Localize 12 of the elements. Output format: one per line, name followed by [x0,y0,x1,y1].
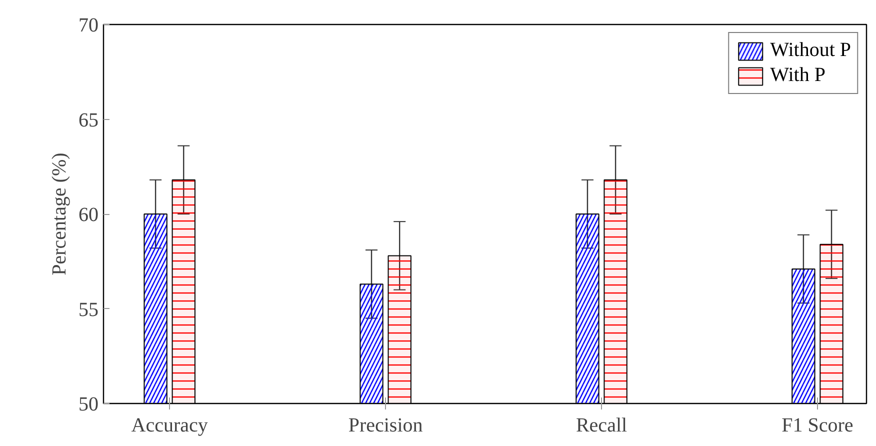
x-tick-label: Accuracy [131,414,208,436]
y-tick-label: 65 [78,109,98,132]
y-tick-label: 50 [78,394,98,416]
x-tick-label: F1 Score [782,414,854,436]
legend-label: Without P [770,39,851,62]
y-tick-label: 70 [78,14,98,36]
y-tick-label: 60 [78,204,98,226]
y-axis-title: Percentage (%) [48,152,70,276]
y-tick-label: 55 [78,298,98,321]
legend-label: With P [770,64,826,87]
x-tick-label: Recall [576,414,628,436]
x-tick-label: Precision [348,414,423,436]
